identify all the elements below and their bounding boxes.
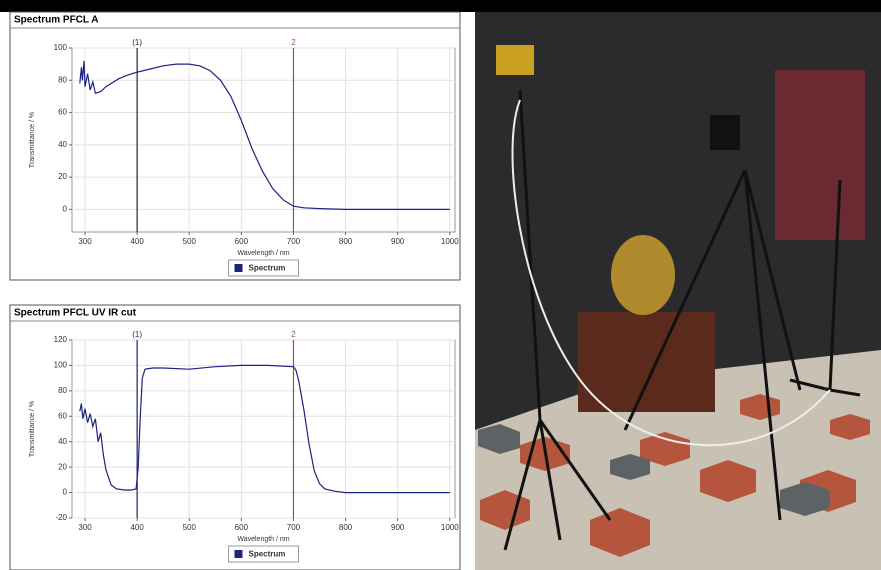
x-axis-label: Wavelength / nm <box>237 250 289 257</box>
x-tick-label: 1000 <box>441 523 459 532</box>
photo-poster <box>775 70 865 240</box>
chart-title: Spectrum PFCL UV IR cut <box>14 308 137 319</box>
marker-label: (1) <box>132 330 142 339</box>
y-axis-label: Transmittance / % <box>29 401 36 457</box>
y-tick-label: 120 <box>54 335 68 344</box>
y-tick-label: 40 <box>58 140 67 149</box>
y-tick-label: 60 <box>58 411 67 420</box>
x-tick-label: 700 <box>287 237 301 246</box>
x-axis-label: Wavelength / nm <box>237 536 289 543</box>
x-tick-label: 500 <box>183 237 197 246</box>
page: Spectrum PFCL A0204060801003004005006007… <box>0 0 881 570</box>
legend-swatch <box>235 264 243 272</box>
x-tick-label: 800 <box>339 237 353 246</box>
photo-camera <box>710 115 740 150</box>
y-tick-label: 100 <box>54 361 68 370</box>
x-tick-label: 900 <box>391 523 405 532</box>
y-tick-label: 80 <box>58 75 67 84</box>
top-border <box>0 0 881 12</box>
x-tick-label: 300 <box>78 237 92 246</box>
legend-swatch <box>235 550 243 558</box>
legend-label: Spectrum <box>249 264 286 273</box>
y-tick-label: 0 <box>63 205 68 214</box>
photo <box>475 12 881 570</box>
x-tick-label: 900 <box>391 237 405 246</box>
y-tick-label: 0 <box>63 488 68 497</box>
y-tick-label: 80 <box>58 386 67 395</box>
photo-bust <box>611 235 675 315</box>
photo-pedestal <box>578 312 715 412</box>
marker-label: 2 <box>291 330 296 339</box>
x-tick-label: 700 <box>287 523 301 532</box>
chart-title: Spectrum PFCL A <box>14 15 98 26</box>
y-axis-label: Transmittance / % <box>29 112 36 168</box>
legend-label: Spectrum <box>249 550 286 559</box>
marker-label: 2 <box>291 38 296 47</box>
y-tick-label: 40 <box>58 437 67 446</box>
photo-lamp <box>496 45 534 75</box>
y-tick-label: 20 <box>58 172 67 181</box>
y-tick-label: 20 <box>58 462 67 471</box>
x-tick-label: 400 <box>130 523 144 532</box>
x-tick-label: 500 <box>183 523 197 532</box>
y-tick-label: 60 <box>58 108 67 117</box>
x-tick-label: 600 <box>235 523 249 532</box>
x-tick-label: 1000 <box>441 237 459 246</box>
y-tick-label: 100 <box>54 43 68 52</box>
x-tick-label: 800 <box>339 523 353 532</box>
marker-label: (1) <box>132 38 142 47</box>
x-tick-label: 600 <box>235 237 249 246</box>
y-tick-label: -20 <box>55 513 67 522</box>
x-tick-label: 300 <box>78 523 92 532</box>
figure: Spectrum PFCL A0204060801003004005006007… <box>0 0 881 570</box>
x-tick-label: 400 <box>130 237 144 246</box>
